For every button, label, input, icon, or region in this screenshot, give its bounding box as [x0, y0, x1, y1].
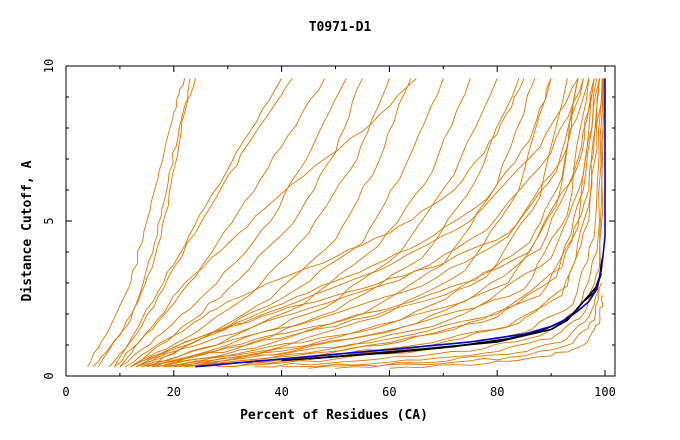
model-line — [125, 78, 363, 368]
model-line — [130, 78, 444, 368]
model-line — [162, 78, 552, 368]
model-line — [146, 78, 552, 368]
model-line — [216, 78, 601, 368]
model-line — [97, 78, 191, 367]
plot-lines — [87, 78, 606, 369]
model-line — [162, 78, 601, 368]
model-line — [227, 78, 603, 368]
model-line — [141, 78, 590, 368]
highlight-line — [195, 78, 606, 368]
reference-line — [308, 273, 602, 360]
model-line — [184, 78, 598, 368]
x-tick-label: 60 — [382, 385, 396, 399]
y-axis-label: Distance Cutoff, A — [20, 160, 35, 301]
chart-title: T0971-D1 — [309, 20, 372, 35]
model-line — [146, 78, 595, 368]
y-tick-label: 0 — [42, 372, 56, 379]
model-line — [130, 78, 390, 368]
model-line — [335, 282, 603, 369]
x-tick-label: 40 — [274, 385, 288, 399]
model-line — [135, 78, 584, 368]
model-line — [173, 78, 601, 368]
x-tick-label: 100 — [594, 385, 616, 399]
x-tick-label: 0 — [62, 385, 69, 399]
model-line — [389, 295, 604, 369]
model-line — [119, 78, 417, 367]
model-line — [114, 78, 282, 367]
model-line — [135, 78, 412, 368]
y-axis-ticks: 0 5 10 — [42, 59, 615, 380]
plot-frame — [65, 65, 616, 377]
x-axis-ticks: 0 20 40 60 80 100 — [62, 66, 616, 399]
model-line — [168, 78, 568, 368]
model-line — [152, 78, 595, 368]
model-line — [130, 78, 525, 368]
model-line — [92, 78, 196, 368]
model-line — [135, 78, 584, 368]
model-line — [87, 78, 186, 367]
model-line — [146, 78, 498, 368]
model-line — [281, 78, 604, 368]
model-line — [157, 78, 536, 368]
model-line — [119, 78, 347, 368]
model-line — [254, 78, 604, 368]
model-line — [152, 78, 520, 368]
x-tick-label: 20 — [167, 385, 181, 399]
y-tick-label: 10 — [42, 59, 56, 73]
model-line — [108, 78, 293, 368]
y-tick-label: 5 — [42, 217, 56, 224]
model-line — [141, 78, 471, 368]
x-axis-label: Percent of Residues (CA) — [240, 408, 428, 423]
x-tick-label: 80 — [490, 385, 504, 399]
model-line — [157, 78, 579, 368]
